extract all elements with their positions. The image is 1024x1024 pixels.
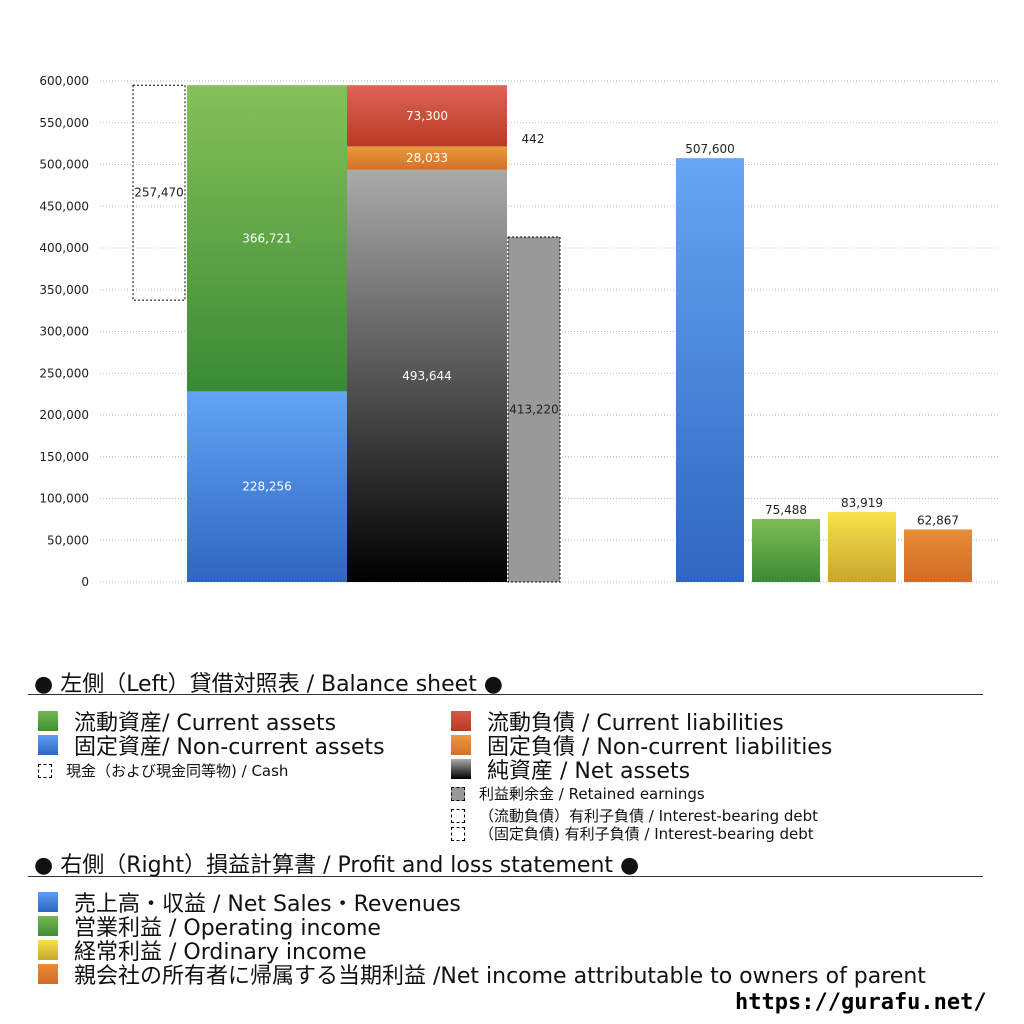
swatch bbox=[38, 711, 58, 731]
bar-ordinary-income-label: 83,919 bbox=[841, 496, 883, 510]
bar-non-current-liabilities-label: 28,033 bbox=[406, 151, 448, 165]
y-tick-label: 50,000 bbox=[47, 533, 89, 547]
bar-net-sales-label: 507,600 bbox=[685, 142, 735, 156]
bar-current-assets bbox=[187, 85, 347, 392]
label: 親会社の所有者に帰属する当期利益 /Net income attributabl… bbox=[74, 964, 926, 989]
bar-net-assets-label: 493,644 bbox=[402, 369, 452, 383]
swatch bbox=[451, 808, 465, 823]
y-tick-label: 150,000 bbox=[39, 450, 89, 464]
legend-retained-earnings: 利益剰余金 / Retained earnings bbox=[451, 783, 705, 804]
swatch bbox=[451, 735, 471, 755]
bar-current-assets-label: 366,721 bbox=[242, 231, 292, 245]
swatch bbox=[38, 964, 58, 984]
divider bbox=[28, 876, 983, 877]
swatch bbox=[38, 916, 58, 936]
label: 営業利益 / Operating income bbox=[74, 916, 381, 941]
bar-operating-income-label: 75,488 bbox=[765, 503, 807, 517]
right-header: ● 右側（Right）損益計算書 / Profit and loss state… bbox=[34, 853, 640, 878]
label: 固定負債 / Non-current liabilities bbox=[487, 735, 833, 760]
legend-current-assets: 流動資産/ Current assets bbox=[38, 705, 336, 737]
bar-net-sales bbox=[676, 158, 744, 583]
bar-net-income-label: 62,867 bbox=[917, 514, 959, 528]
legend-net-income: 親会社の所有者に帰属する当期利益 /Net income attributabl… bbox=[38, 958, 926, 990]
bar-cash-label: 257,470 bbox=[134, 186, 184, 200]
legend-non-current-assets: 固定資産/ Non-current assets bbox=[38, 729, 385, 761]
bar-cash bbox=[132, 84, 186, 301]
label: 固定資産/ Non-current assets bbox=[74, 735, 385, 760]
label: （固定負債) 有利子負債 / Interest-bearing debt bbox=[479, 825, 814, 843]
label: 流動資産/ Current assets bbox=[74, 711, 337, 736]
label: 現金（および現金同等物) / Cash bbox=[66, 762, 289, 780]
label: 純資産 / Net assets bbox=[487, 759, 691, 784]
y-tick-label: 300,000 bbox=[39, 325, 89, 339]
legend-net-assets: 純資産 / Net assets bbox=[451, 753, 690, 785]
site-url[interactable]: https://gurafu.net/ bbox=[735, 990, 987, 1015]
label: 利益剰余金 / Retained earnings bbox=[479, 785, 705, 803]
legend-net-sales: 売上高・収益 / Net Sales・Revenues bbox=[38, 886, 461, 918]
bar-current-liabilities bbox=[347, 85, 507, 147]
label: 売上高・収益 / Net Sales・Revenues bbox=[74, 892, 461, 917]
legend-current-liabilities: 流動負債 / Current liabilities bbox=[451, 705, 784, 737]
swatch bbox=[451, 759, 471, 779]
y-tick-label: 100,000 bbox=[39, 492, 89, 506]
swatch bbox=[38, 940, 58, 960]
y-tick-label: 500,000 bbox=[39, 158, 89, 172]
y-tick-label: 0 bbox=[81, 575, 89, 589]
y-tick-label: 200,000 bbox=[39, 408, 89, 422]
legend-cash: 現金（および現金同等物) / Cash bbox=[38, 760, 288, 781]
bar-ordinary-income bbox=[828, 511, 896, 582]
label: 流動負債 / Current liabilities bbox=[487, 711, 784, 736]
y-tick-label: 350,000 bbox=[39, 283, 89, 297]
bar-non-current-liabilities bbox=[347, 146, 507, 170]
y-tick-label: 550,000 bbox=[39, 116, 89, 130]
legend-ordinary-income: 経常利益 / Ordinary income bbox=[38, 934, 367, 966]
bar-net-income bbox=[904, 529, 972, 582]
y-tick-label: 250,000 bbox=[39, 366, 89, 380]
y-tick-label: 450,000 bbox=[39, 199, 89, 213]
swatch bbox=[38, 735, 58, 755]
bar-retained-earnings bbox=[507, 236, 561, 583]
bar-non-current-assets bbox=[187, 391, 347, 582]
swatch bbox=[451, 826, 465, 841]
interest-bearing-debt-label: 442 bbox=[522, 132, 545, 146]
bar-operating-income bbox=[752, 518, 820, 582]
legend-non-current-liabilities: 固定負債 / Non-current liabilities bbox=[451, 729, 832, 761]
swatch bbox=[451, 786, 465, 801]
legend-current-debt: （流動負債）有利子負債 / Interest-bearing debt bbox=[451, 805, 818, 826]
divider bbox=[28, 694, 983, 695]
swatch bbox=[38, 892, 58, 912]
legend-non-current-debt: （固定負債) 有利子負債 / Interest-bearing debt bbox=[451, 823, 814, 844]
label: 経常利益 / Ordinary income bbox=[74, 940, 367, 965]
legend-operating-income: 営業利益 / Operating income bbox=[38, 910, 381, 942]
swatch bbox=[38, 763, 52, 778]
swatch bbox=[451, 711, 471, 731]
y-tick-label: 600,000 bbox=[39, 74, 89, 88]
bar-non-current-assets-label: 228,256 bbox=[242, 480, 292, 494]
bar-current-liabilities-label: 73,300 bbox=[406, 109, 448, 123]
left-header: ● 左側（Left）貸借対照表 / Balance sheet ● bbox=[34, 672, 504, 697]
bar-retained-earnings-label: 413,220 bbox=[509, 402, 559, 416]
y-tick-label: 400,000 bbox=[39, 241, 89, 255]
label: （流動負債）有利子負債 / Interest-bearing debt bbox=[479, 807, 819, 825]
chart: 0 50,000 100,000 150,000 200,000 250,000 300,0… bbox=[39, 74, 1000, 589]
bar-net-assets bbox=[347, 169, 507, 583]
